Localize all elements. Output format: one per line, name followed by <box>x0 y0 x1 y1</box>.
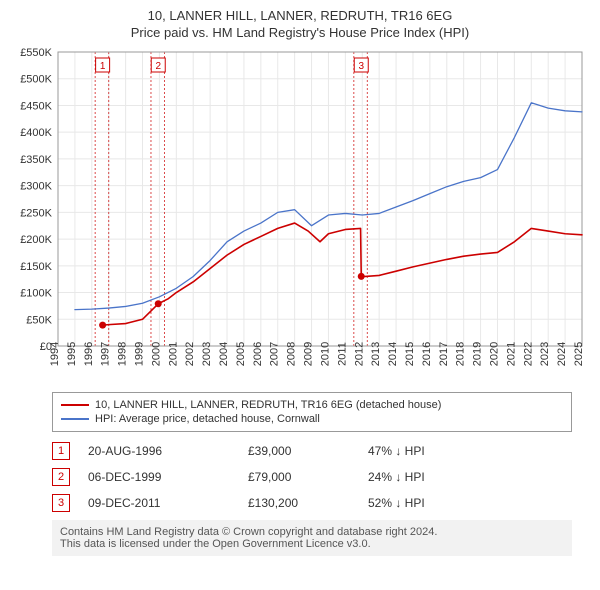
svg-text:£500K: £500K <box>20 74 52 86</box>
svg-text:1999: 1999 <box>134 342 146 366</box>
svg-text:£50K: £50K <box>26 314 52 326</box>
svg-text:2017: 2017 <box>438 342 450 366</box>
figure-container: 10, LANNER HILL, LANNER, REDRUTH, TR16 6… <box>0 0 600 590</box>
svg-text:1996: 1996 <box>83 342 95 366</box>
legend-label: HPI: Average price, detached house, Corn… <box>95 413 320 425</box>
svg-text:£150K: £150K <box>20 261 52 273</box>
svg-text:2015: 2015 <box>404 342 416 366</box>
footer-line-1: Contains HM Land Registry data © Crown c… <box>60 526 564 538</box>
svg-text:2025: 2025 <box>573 342 585 366</box>
transaction-delta: 52% ↓ HPI <box>368 496 572 510</box>
svg-text:£200K: £200K <box>20 234 52 246</box>
svg-text:2009: 2009 <box>303 342 315 366</box>
transaction-price: £39,000 <box>248 444 368 458</box>
svg-text:1994: 1994 <box>49 342 61 366</box>
svg-text:2022: 2022 <box>522 342 534 366</box>
svg-text:2007: 2007 <box>269 342 281 366</box>
legend: 10, LANNER HILL, LANNER, REDRUTH, TR16 6… <box>52 392 572 432</box>
svg-text:2003: 2003 <box>201 342 213 366</box>
svg-text:2018: 2018 <box>455 342 467 366</box>
svg-text:£350K: £350K <box>20 154 52 166</box>
price-chart: £0£50K£100K£150K£200K£250K£300K£350K£400… <box>10 46 590 386</box>
transaction-date: 09-DEC-2011 <box>88 496 248 510</box>
svg-text:2002: 2002 <box>184 342 196 366</box>
title-block: 10, LANNER HILL, LANNER, REDRUTH, TR16 6… <box>10 8 590 40</box>
svg-text:2: 2 <box>155 61 161 72</box>
transaction-marker: 2 <box>52 468 70 486</box>
svg-text:2021: 2021 <box>505 342 517 366</box>
transaction-price: £130,200 <box>248 496 368 510</box>
transaction-marker: 3 <box>52 494 70 512</box>
transaction-date: 20-AUG-1996 <box>88 444 248 458</box>
svg-text:3: 3 <box>358 61 364 72</box>
footer-line-2: This data is licensed under the Open Gov… <box>60 538 564 550</box>
svg-text:2024: 2024 <box>556 342 568 366</box>
svg-text:£400K: £400K <box>20 127 52 139</box>
svg-text:1: 1 <box>100 61 106 72</box>
svg-text:2014: 2014 <box>387 342 399 366</box>
svg-text:£100K: £100K <box>20 288 52 300</box>
svg-text:2000: 2000 <box>150 342 162 366</box>
svg-text:2008: 2008 <box>286 342 298 366</box>
svg-text:2016: 2016 <box>421 342 433 366</box>
svg-text:2010: 2010 <box>319 342 331 366</box>
legend-label: 10, LANNER HILL, LANNER, REDRUTH, TR16 6… <box>95 399 441 411</box>
svg-text:2004: 2004 <box>218 342 230 366</box>
svg-text:2012: 2012 <box>353 342 365 366</box>
svg-text:£250K: £250K <box>20 207 52 219</box>
svg-text:2001: 2001 <box>167 342 179 366</box>
transaction-marker: 1 <box>52 442 70 460</box>
svg-text:2011: 2011 <box>336 342 348 366</box>
svg-text:2005: 2005 <box>235 342 247 366</box>
legend-swatch <box>61 404 89 406</box>
svg-text:2019: 2019 <box>472 342 484 366</box>
legend-item: 10, LANNER HILL, LANNER, REDRUTH, TR16 6… <box>61 399 563 411</box>
svg-text:£550K: £550K <box>20 47 52 59</box>
svg-text:1995: 1995 <box>66 342 78 366</box>
transaction-delta: 47% ↓ HPI <box>368 444 572 458</box>
transaction-date: 06-DEC-1999 <box>88 470 248 484</box>
licence-footer: Contains HM Land Registry data © Crown c… <box>52 520 572 556</box>
transaction-row: 3 09-DEC-2011£130,20052% ↓ HPI <box>52 494 572 512</box>
svg-text:2006: 2006 <box>252 342 264 366</box>
transaction-delta: 24% ↓ HPI <box>368 470 572 484</box>
transaction-price: £79,000 <box>248 470 368 484</box>
svg-text:2020: 2020 <box>488 342 500 366</box>
legend-item: HPI: Average price, detached house, Corn… <box>61 413 563 425</box>
svg-text:2013: 2013 <box>370 342 382 366</box>
chart-area: £0£50K£100K£150K£200K£250K£300K£350K£400… <box>10 46 590 386</box>
svg-text:£450K: £450K <box>20 100 52 112</box>
transaction-row: 2 06-DEC-1999£79,00024% ↓ HPI <box>52 468 572 486</box>
legend-swatch <box>61 418 89 420</box>
svg-text:1998: 1998 <box>117 342 129 366</box>
transaction-row: 1 20-AUG-1996£39,00047% ↓ HPI <box>52 442 572 460</box>
svg-text:1997: 1997 <box>100 342 112 366</box>
title-line-2: Price paid vs. HM Land Registry's House … <box>10 25 590 40</box>
svg-text:£300K: £300K <box>20 181 52 193</box>
transactions-table: 1 20-AUG-1996£39,00047% ↓ HPI 2 06-DEC-1999… <box>52 442 572 512</box>
title-line-1: 10, LANNER HILL, LANNER, REDRUTH, TR16 6… <box>10 8 590 23</box>
svg-text:2023: 2023 <box>539 342 551 366</box>
